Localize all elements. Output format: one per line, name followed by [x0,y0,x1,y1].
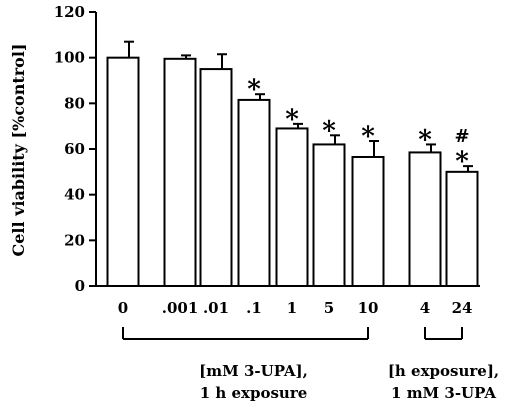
significance-asterisk: * [418,125,432,155]
group-label-line2: 1 h exposure [200,384,308,402]
group-label-line2: 1 mM 3-UPA [391,384,496,402]
x-tick-label: .01 [203,299,229,317]
y-tick-label: 80 [64,94,85,112]
y-tick-label: 0 [75,277,85,295]
group-label-line1: [h exposure], [388,362,499,380]
x-tick-label: .001 [162,299,199,317]
y-tick-label: 100 [54,49,85,67]
significance-asterisk: * [285,105,299,135]
error-bars [124,40,473,172]
bar [275,127,309,287]
bar [445,170,479,287]
significance-asterisk: * [455,147,469,177]
y-tick-label: 40 [64,186,85,204]
y-tick-label: 20 [64,231,85,249]
x-tick-label: 4 [420,299,430,317]
significance-asterisk: * [247,75,261,105]
y-tick-label: 120 [54,3,85,21]
x-tick-label: 24 [452,299,473,317]
group-label-line1: [mM 3-UPA], [199,362,308,380]
y-axis-label-group: Cell viability [%control] [9,43,28,256]
x-tick-label: 1 [287,299,297,317]
x-tick-label: 5 [324,299,334,317]
significance-asterisk: * [322,116,336,146]
x-tick-label: 0 [118,299,128,317]
y-tick-label: 60 [64,140,85,158]
bar [106,56,140,287]
x-tick-label: .1 [246,299,262,317]
bar [163,57,197,287]
bars [106,56,479,288]
x-tick-label: 10 [358,299,379,317]
significance-asterisk: * [361,122,375,152]
significance-hash: # [454,126,469,147]
group-brackets: [mM 3-UPA], 1 h exposure [h exposure], 1 mM… [122,327,499,402]
bar [199,68,233,288]
significance-markers: ** * * **# [247,75,469,177]
bar [351,155,385,287]
axes: 0 20 40 60 80 100 120 [54,3,480,295]
bar [312,143,346,287]
bar [408,151,442,287]
y-axis-label: Cell viability [%control] [9,43,28,256]
x-tick-labels: 0 .001.01 .1 1 5 10 4 24 [118,299,473,317]
bar [237,98,271,287]
